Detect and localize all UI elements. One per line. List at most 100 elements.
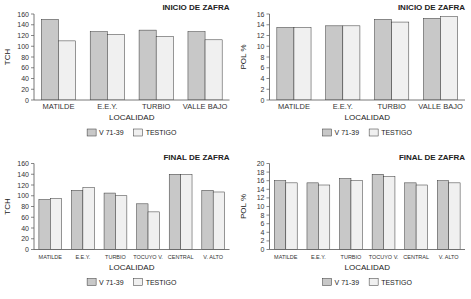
x-tick-label: TURBIO [142,102,171,111]
bars [277,17,458,100]
y-tick [31,185,34,186]
bar [181,174,192,249]
bar [405,183,416,250]
x-tick-label: V. ALTO [203,254,223,260]
bar [294,27,311,100]
y-tick-label: 2 [261,86,265,93]
bar [351,181,362,250]
x-axis [34,249,230,250]
y-tick [31,217,34,218]
y-tick-label: 8 [261,212,265,219]
y-tick [31,24,34,25]
y-tick-label: 60 [21,64,29,71]
chart-root: INICIO DE ZAFRA020406080100120140160MATI… [0,0,471,299]
y-tick [267,240,270,241]
y-axis [34,14,35,100]
y-tick [267,180,270,181]
y-tick [31,174,34,175]
panel: FINAL DE ZAFRA020406080100120140160MATIL… [3,153,230,286]
y-tick [267,223,270,224]
x-tick-label: CENTRAL [168,254,194,260]
bar [205,40,222,100]
bar [148,212,159,250]
bars [274,174,460,249]
bars [41,19,222,100]
x-tick-label: VALLE BAJO [418,102,463,111]
y-tick [267,78,270,79]
y-tick-label: 4 [261,229,265,236]
y-tick-label: 6 [261,64,265,71]
x-tick-label: TURBIO [378,102,407,111]
y-tick-label: 60 [21,214,29,221]
bar [372,174,383,249]
bar [169,174,180,249]
y-tick [267,14,270,15]
y-tick-label: 0 [261,97,265,104]
x-tick-label: E.E.Y. [333,102,353,111]
legend-swatch [87,279,96,286]
y-tick [267,24,270,25]
legend-swatch [369,129,378,136]
bar [90,32,107,100]
x-axis [270,249,466,250]
y-axis [34,164,35,250]
x-tick-label: MATILDE [274,254,298,260]
bar [384,176,395,249]
y-tick-label: 20 [21,86,29,93]
title: INICIO DE ZAFRA [398,3,465,12]
x-tick-label: TURBIO [341,254,363,260]
x-tick-label: E.E.Y. [97,102,117,111]
bar [137,204,148,250]
x-tick-label: TOCUYO V. [133,254,163,260]
bar [139,30,156,100]
y-tick [267,163,270,164]
bar [115,196,126,250]
legend-label: V 71-39 [335,279,360,286]
x-tick-label: MATILDE [42,102,74,111]
y-axis-label: POL % [239,44,248,69]
bar [286,183,297,250]
legend-swatch [134,129,143,136]
y-tick [31,46,34,47]
bars [39,174,225,249]
y-tick-label: 160 [17,11,29,18]
y-axis-label: POL % [239,194,248,219]
y-tick [267,89,270,90]
y-tick [31,89,34,90]
y-tick-label: 16 [257,11,265,18]
legend-label: TESTIGO [381,129,412,136]
y-tick-label: 12 [257,32,265,39]
bar [375,19,392,100]
y-tick-label: 4 [261,75,265,82]
y-tick [267,172,270,173]
y-tick-label: 100 [17,43,29,50]
bar [274,181,285,250]
bar [340,179,351,250]
y-axis-label: TCH [3,198,12,215]
x-axis-label: LOCALIDAD [109,113,155,122]
y-tick [31,57,34,58]
y-tick-label: 140 [17,21,29,28]
y-tick [267,189,270,190]
legend: V 71-39TESTIGO [323,279,413,286]
y-tick-label: 18 [257,169,265,176]
bar [326,26,343,100]
y-tick [267,57,270,58]
y-tick [267,35,270,36]
y-tick-label: 0 [25,246,29,253]
x-tick-label: TURBIO [105,254,127,260]
y-tick [267,100,270,101]
y-tick-label: 0 [261,246,265,253]
bar [423,18,440,100]
bar [58,41,75,100]
x-tick-label: MATILDE [278,102,310,111]
y-tick [31,14,34,15]
y-tick [267,215,270,216]
y-tick-label: 120 [17,32,29,39]
bar [202,190,213,249]
legend-swatch [323,129,332,136]
x-tick-label: TOCUYO V. [369,254,399,260]
y-tick [31,228,34,229]
y-tick-label: 14 [257,186,265,193]
legend: V 71-39TESTIGO [87,129,177,136]
